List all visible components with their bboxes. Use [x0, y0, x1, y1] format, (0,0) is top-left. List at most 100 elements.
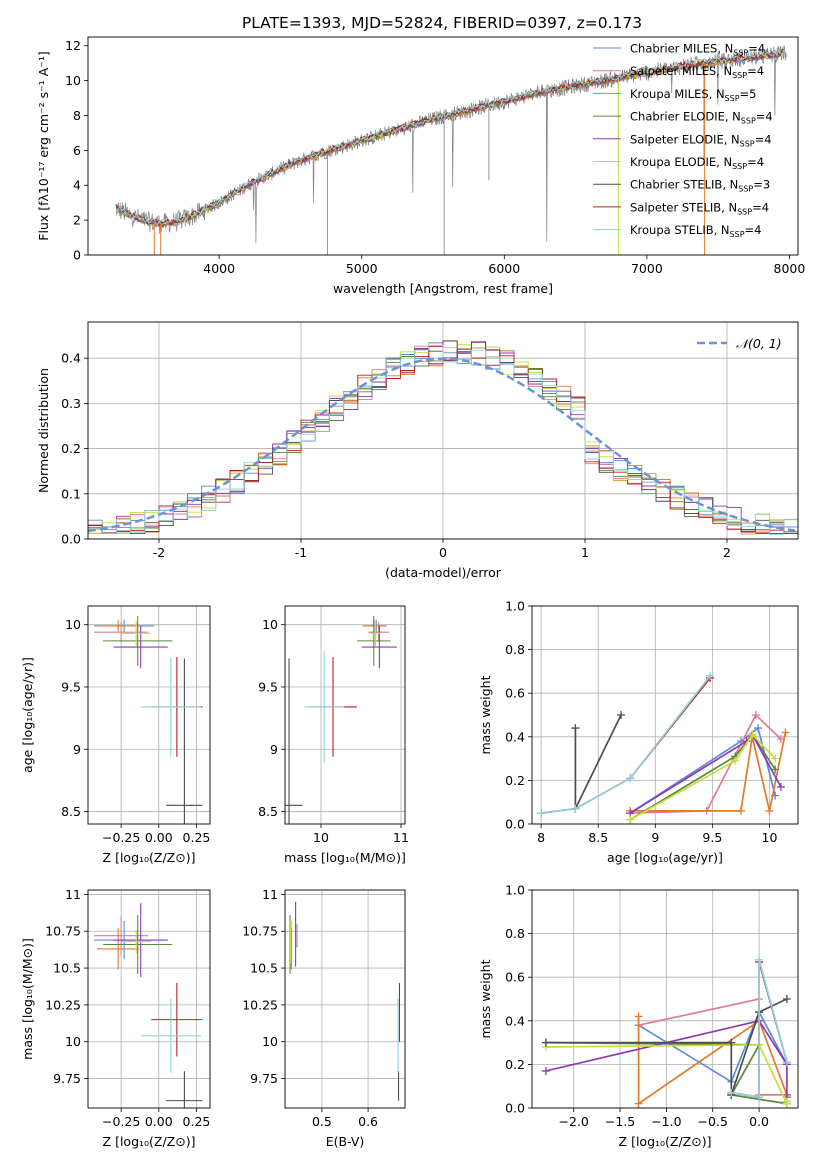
y-tick-label: 10 [262, 1034, 278, 1049]
weight-marker [541, 1038, 550, 1047]
residuals-plot-area [88, 340, 798, 535]
y-tick-label: 0 [73, 248, 81, 263]
x-tick-label: 0.0 [749, 1114, 769, 1129]
spectrum-frame [87, 36, 799, 256]
y-tick-label: 9 [73, 742, 81, 757]
x-axis-label: Z [log₁₀(Z/Z⊙)] [103, 850, 196, 865]
legend-entry-label: Chabrier STELIB, NSSP=3 [630, 178, 770, 194]
y-tick-label: 1.0 [505, 883, 525, 898]
x-tick-label: 10 [762, 830, 778, 845]
x-tick-label: -1 [295, 545, 307, 560]
weight-marker [634, 1012, 643, 1021]
legend-entry-label: Kroupa STELIB, NSSP=4 [630, 223, 761, 239]
x-tick-label: 0 [439, 545, 447, 560]
y-tick-label: 11 [262, 887, 278, 902]
weight-line-chabrier-elodie [629, 733, 776, 821]
weight-line-chabrier-miles [638, 1010, 788, 1084]
y-tick-label: 9.5 [61, 679, 81, 694]
legend-entry-subscript: SSP [737, 207, 752, 216]
weight-line-kroupa-stelib [731, 959, 788, 1099]
residual-legend: 𝒩(0, 1) [697, 336, 782, 351]
y-tick-label: 9 [270, 742, 278, 757]
mass-vs-Z-axes [88, 890, 210, 1108]
x-tick-label: −1.5 [605, 1114, 635, 1129]
weight-vs-Z-plot-area [541, 955, 791, 1108]
y-tick-label: 10.75 [242, 924, 278, 939]
weight-marker [755, 1093, 764, 1102]
y-tick-label: 6 [73, 143, 81, 158]
weight-marker [782, 995, 791, 1003]
legend-entry-label: Salpeter MILES, NSSP=4 [630, 64, 764, 80]
legend-entry-name: Salpeter MILES, N [630, 64, 732, 78]
weight-marker [782, 1058, 791, 1067]
x-tick-label: 8000 [774, 261, 806, 276]
y-tick-label: 0.4 [61, 351, 81, 366]
weight-marker [781, 728, 790, 737]
weight-marker [771, 754, 780, 763]
y-tick-label: 9.75 [250, 1071, 278, 1086]
x-tick-label: 5000 [346, 261, 378, 276]
legend-entry-value: =4 [752, 200, 769, 214]
x-tick-label: 11 [393, 830, 409, 845]
y-tick-label: 0.0 [505, 817, 525, 832]
weight-marker [571, 724, 580, 733]
y-tick-label: 0.4 [505, 729, 525, 744]
legend-entry-label: 𝒩(0, 1) [736, 336, 782, 351]
x-axis-label: mass [log₁₀(M/M⊙)] [284, 850, 406, 865]
weight-marker [626, 815, 635, 824]
weight-line-kroupa-elodie [629, 733, 776, 821]
x-tick-label: −0.25 [102, 1114, 140, 1129]
x-axis-label: Z [log₁₀(Z/Z⊙)] [619, 1134, 712, 1149]
x-tick-label: −1.0 [651, 1114, 681, 1129]
weight-marker [776, 782, 785, 791]
weight-marker [727, 1088, 736, 1097]
x-axis-label: (data-model)/error [385, 565, 502, 580]
x-tick-label: −2.0 [559, 1114, 589, 1129]
x-tick-label: 0.00 [145, 1114, 173, 1129]
y-tick-label: 2 [73, 213, 81, 228]
mass-vs-Z-frame [87, 889, 211, 1109]
y-axis-label: mass weight [478, 675, 493, 754]
legend-entry-subscript: SSP [730, 230, 745, 239]
y-tick-label: 10.25 [45, 997, 81, 1012]
y-tick-label: 0.8 [505, 926, 525, 941]
y-tick-label: 0.2 [61, 441, 81, 456]
y-tick-label: 0.0 [61, 532, 81, 547]
x-axis-label: wavelength [Angstrom, rest frame] [333, 281, 553, 296]
x-tick-label: 7000 [631, 261, 663, 276]
weight-marker [782, 1097, 791, 1106]
y-tick-label: 0.4 [505, 1013, 525, 1028]
weight-marker [748, 730, 757, 739]
legend-entry-value: =4 [745, 223, 762, 237]
age-vs-Z-plot-area [94, 615, 203, 824]
legend-entry-name: Kroupa ELODIE, N [630, 155, 732, 169]
age-vs-mass-tick-layer: 10 11 8.5 9 9.5 10 mass [log₁₀(M/M⊙)] [258, 605, 409, 865]
y-tick-label: 9.5 [258, 679, 278, 694]
x-tick-label: 6000 [488, 261, 520, 276]
weight-marker [771, 765, 780, 774]
legend-entry-value: =4 [748, 42, 765, 56]
legend-entry-name: Kroupa MILES, N [630, 87, 725, 101]
legend-entry-value: =4 [756, 110, 773, 124]
y-tick-label: 0.6 [505, 970, 525, 985]
y-tick-label: 10.75 [45, 924, 81, 939]
age-vs-mass-plot-area [285, 615, 397, 824]
legend-entry-name: Chabrier MILES, N [630, 42, 733, 56]
x-axis-label: E(B-V) [326, 1134, 365, 1149]
model-line-kroupa-stelib [116, 48, 785, 225]
y-axis-label: age [log₁₀(age/yr)] [20, 657, 35, 773]
x-tick-label: 2 [723, 545, 731, 560]
weight-marker [537, 809, 546, 818]
y-tick-label: 1.0 [505, 599, 525, 614]
weight-line-kroupa-stelib [540, 675, 711, 814]
weight-marker [617, 711, 626, 719]
y-tick-label: 8.5 [61, 804, 81, 819]
y-tick-label: 8.5 [258, 804, 278, 819]
mass-vs-Z-tick-layer: −0.25 0.00 0.25 9.75 10 10.25 10.5 10.75 11 Z [lo… [20, 887, 211, 1149]
y-tick-label: 11 [65, 887, 81, 902]
x-tick-label: 0.6 [358, 1114, 378, 1129]
x-tick-label: 10 [313, 830, 329, 845]
x-tick-label: −0.5 [698, 1114, 728, 1129]
weight-vs-Z-tick-layer: −2.0 −1.5 −1.0 −0.5 0.0 0.0 0.2 0.4 0.6 0.8 1.0 Z [… [478, 883, 799, 1149]
